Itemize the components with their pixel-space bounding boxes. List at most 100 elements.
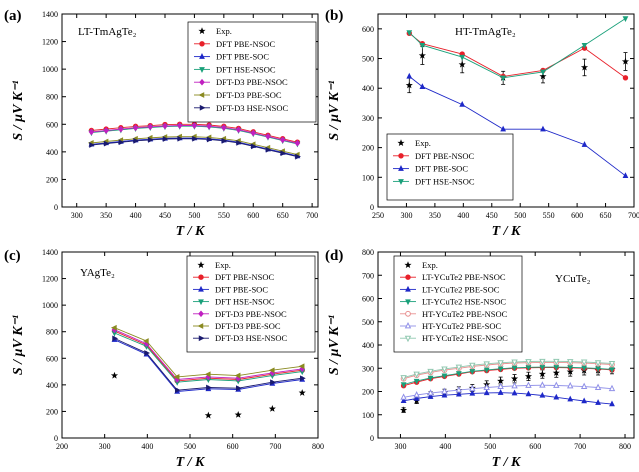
data-point — [483, 367, 490, 374]
series-3 — [400, 364, 615, 389]
data-point — [525, 390, 532, 397]
legend-label: HT-YCuTe2 PBE-NSOC — [422, 309, 508, 319]
y-tick-label: 400 — [362, 341, 374, 350]
data-point — [206, 384, 212, 391]
data-point — [455, 386, 463, 393]
y-tick-label: 1200 — [42, 38, 58, 47]
data-point — [622, 172, 629, 179]
data-point — [191, 122, 198, 129]
data-point — [581, 42, 588, 49]
data-point — [418, 51, 426, 59]
series-line — [403, 367, 613, 387]
x-tick-label: 800 — [619, 442, 631, 451]
x-tick-label: 600 — [571, 211, 583, 220]
x-tick-label: 550 — [543, 211, 555, 220]
data-point — [162, 122, 168, 130]
series-line — [403, 366, 613, 385]
series-5 — [400, 381, 616, 400]
data-point — [441, 391, 448, 398]
data-point — [581, 397, 588, 404]
x-axis-label: T / K — [492, 224, 522, 239]
legend-box — [393, 255, 523, 353]
data-point — [206, 122, 212, 130]
data-point — [609, 367, 615, 373]
legend-label: Exp. — [415, 138, 431, 148]
legend-label: DFT-D3 HSE-NSOC — [216, 103, 289, 113]
data-point — [133, 137, 140, 144]
data-point — [497, 377, 505, 385]
data-point — [497, 360, 504, 367]
x-tick-label: 400 — [457, 211, 469, 220]
x-tick-label: 500 — [484, 442, 496, 451]
data-point — [235, 385, 242, 392]
legend-marker — [197, 261, 205, 269]
data-point — [110, 324, 117, 331]
panel-label: (a) — [4, 8, 22, 24]
data-point — [580, 382, 588, 390]
legend-label: HT-YCuTe2 PBE-SOC — [422, 321, 501, 331]
x-tick-label: 700 — [628, 211, 639, 220]
data-point — [427, 375, 434, 382]
legend-marker — [405, 310, 411, 317]
y-tick-label: 300 — [362, 364, 374, 373]
data-point — [400, 397, 407, 404]
legend-label: DFT PBE-SOC — [415, 164, 468, 174]
data-point — [270, 379, 276, 386]
x-tick-label: 800 — [312, 442, 324, 451]
chart-panel-d: 300 400 500 600 700 800 0 100 200 300 400 500 600 700… — [325, 248, 635, 470]
data-point — [173, 374, 180, 380]
y-tick-label: 400 — [362, 84, 374, 93]
data-point — [553, 393, 560, 400]
data-point — [500, 75, 507, 82]
x-tick-label: 700 — [306, 211, 318, 220]
data-point — [469, 362, 476, 370]
legend-label: DFT PBE-NSOC — [216, 39, 275, 49]
legend-label: DFT-D3 PBE-SOC — [215, 321, 281, 331]
series-4 — [88, 122, 301, 147]
data-point — [469, 384, 476, 392]
legend-marker — [404, 322, 412, 329]
data-point — [400, 393, 407, 400]
legend-marker — [398, 153, 404, 159]
series-5 — [110, 324, 305, 380]
legend-marker — [398, 179, 404, 185]
y-tick-label: 600 — [46, 354, 58, 363]
x-tick-label: 300 — [71, 211, 83, 220]
data-point — [539, 72, 547, 80]
data-point — [268, 367, 275, 374]
data-point — [142, 338, 149, 344]
data-point — [413, 371, 420, 379]
compound-label: LT-TmAgTe₂ — [78, 26, 137, 38]
data-point — [103, 127, 109, 134]
data-point — [177, 135, 184, 142]
data-point — [594, 383, 602, 390]
data-point — [234, 372, 241, 379]
x-tick-label: 400 — [439, 442, 451, 451]
panel-label: (b) — [325, 8, 343, 24]
data-point — [279, 136, 286, 144]
data-point — [251, 143, 257, 150]
data-point — [234, 411, 242, 418]
series-6 — [112, 335, 306, 394]
data-point — [265, 133, 271, 140]
legend: Exp. DFT PBE-NSOC DFT PBE-SOC DFT HSE-NSOC — [386, 133, 514, 201]
data-point — [455, 371, 462, 377]
legend-label: DFT PBE-NSOC — [415, 151, 474, 161]
x-axis-label: T / K — [176, 224, 206, 239]
x-tick-label: 650 — [600, 211, 612, 220]
data-point — [483, 383, 490, 390]
x-tick-label: 400 — [130, 211, 142, 220]
data-point — [441, 366, 448, 373]
data-point — [221, 124, 227, 131]
data-point — [427, 368, 434, 376]
y-axis-label: S / µV K⁻¹ — [11, 80, 26, 140]
data-point — [511, 359, 518, 366]
legend-marker — [405, 285, 411, 292]
data-point — [525, 381, 532, 388]
y-tick-label: 1000 — [42, 301, 58, 310]
y-axis-label: S / µV K⁻¹ — [11, 315, 26, 375]
data-point — [580, 359, 588, 366]
legend-box — [186, 255, 316, 353]
series-0 — [110, 371, 306, 419]
